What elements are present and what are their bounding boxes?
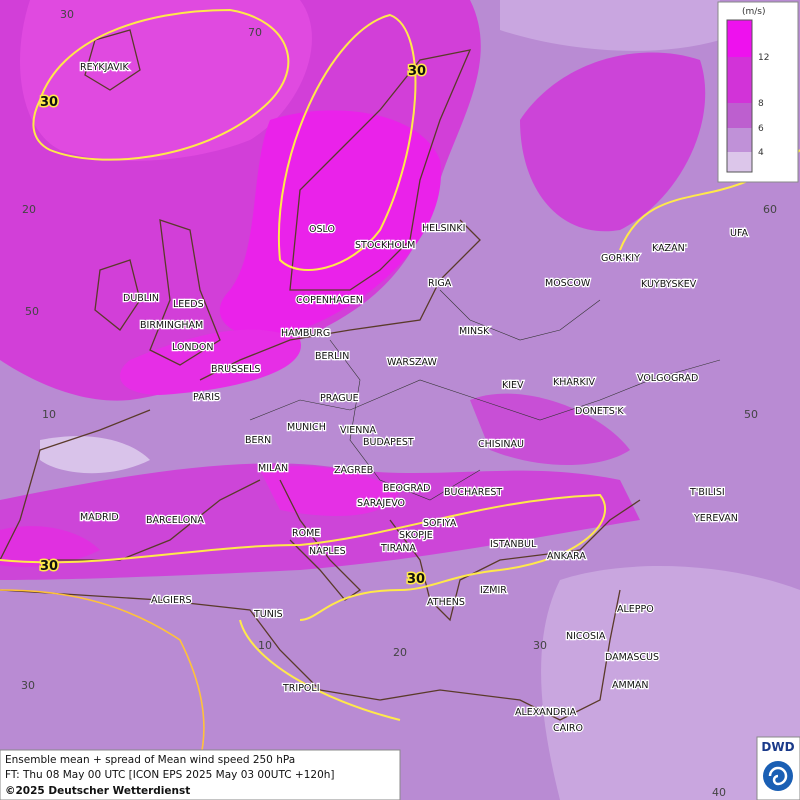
caption-line: FT: Thu 08 May 00 UTC [ICON EPS 2025 May… [5, 769, 335, 781]
city-label: BARCELONA [146, 515, 204, 526]
contour-label: 30 [40, 95, 58, 110]
city-label: BEOGRAD [383, 483, 430, 494]
city-label: UFA [730, 228, 749, 239]
caption: Ensemble mean + spread of Mean wind spee… [0, 749, 401, 800]
city-label: ISTANBUL [490, 539, 537, 550]
city-label: IZMIR [480, 585, 507, 596]
city-label: TIRANA [380, 543, 416, 554]
legend-unit: (m/s) [742, 7, 766, 17]
logo-text: DWD [761, 740, 794, 754]
grid-label: 20 [393, 646, 407, 659]
city-label: MADRID [80, 512, 119, 523]
city-label: WARSZAW [387, 357, 437, 368]
city-label: ALGIERS [151, 595, 192, 606]
caption-box [0, 749, 401, 800]
city-label: BUCHAREST [444, 487, 502, 498]
city-label: MOSCOW [545, 278, 591, 289]
grid-label: 10 [42, 408, 56, 421]
city-label: CHISINAU [478, 439, 524, 450]
grid-label: 50 [25, 305, 39, 318]
city-label: MILAN [258, 463, 288, 474]
city-label: BERN [245, 435, 271, 446]
city-label: VOLGOGRAD [637, 373, 698, 384]
grid-label: 10 [258, 639, 272, 652]
logo: DWD [756, 736, 800, 800]
legend: (m/s) 12 8 6 4 [717, 1, 799, 183]
city-label: PRAGUE [320, 393, 359, 404]
city-label: MINSK [459, 326, 490, 337]
city-label: HELSINKI [422, 223, 465, 234]
caption-line: Ensemble mean + spread of Mean wind spee… [5, 754, 295, 766]
city-label: ROME [292, 528, 320, 539]
city-label: PARIS [193, 392, 220, 403]
city-label: SOFIYA [423, 518, 457, 529]
grid-label: 30 [21, 679, 35, 692]
city-label: GOR'KIY [601, 253, 640, 264]
city-label: DUBLIN [123, 293, 159, 304]
city-label: DONETS'K [575, 406, 624, 417]
grid-label: 50 [744, 408, 758, 421]
grid-label: 40 [712, 786, 726, 799]
city-label: ATHENS [427, 597, 465, 608]
grid-label: 30 [533, 639, 547, 652]
grid-label: 20 [22, 203, 36, 216]
city-label: DAMASCUS [605, 652, 659, 663]
contour-label: 30 [40, 559, 58, 574]
contours-secondary [0, 589, 205, 761]
contour-label: 30 [407, 572, 425, 587]
legend-tick: 4 [758, 148, 764, 158]
contour-label: 30 [408, 64, 426, 79]
legend-tick: 12 [758, 53, 769, 63]
city-label: BUDAPEST [363, 437, 414, 448]
city-label: RIGA [428, 278, 452, 289]
legend-tick: 8 [758, 99, 764, 109]
city-label: COPENHAGEN [296, 295, 363, 306]
city-label: ALEXANDRIA [515, 707, 577, 718]
city-label: STOCKHOLM [355, 240, 415, 251]
city-label: LONDON [172, 342, 213, 353]
grid-label: 60 [763, 203, 777, 216]
city-label: NICOSIA [566, 631, 606, 642]
city-label: BERLIN [315, 351, 349, 362]
city-label: MUNICH [287, 422, 326, 433]
city-label: KUYBYSKEV [641, 279, 697, 290]
city-label: ZAGREB [334, 465, 373, 476]
city-label: HAMBURG [281, 328, 330, 339]
city-label: SKOPJE [399, 530, 433, 541]
city-label: T'BILISI [689, 487, 725, 498]
city-label: NAPLES [309, 546, 346, 557]
city-label: BIRMINGHAM [140, 320, 203, 331]
borders [249, 289, 721, 501]
city-label: ALEPPO [617, 604, 654, 615]
city-label: LEEDS [173, 299, 204, 310]
grid-label: 70 [248, 26, 262, 39]
city-label: YEREVAN [693, 513, 738, 524]
city-label: REYKJAVIK [80, 62, 129, 73]
coastlines [0, 29, 641, 721]
city-label: SARAJEVO [357, 498, 405, 509]
city-label: TUNIS [253, 609, 283, 620]
city-label: VIENNA [340, 425, 377, 436]
city-label: OSLO [309, 224, 335, 235]
city-label: CAIRO [553, 723, 583, 734]
city-label: ANKARA [547, 551, 586, 562]
caption-line: ©2025 Deutscher Wetterdienst [5, 785, 190, 797]
city-label: BRUSSELS [211, 364, 260, 375]
grid-label: 30 [60, 8, 74, 21]
legend-tick: 6 [758, 124, 764, 134]
city-label: KAZAN' [652, 243, 687, 254]
city-label: KIEV [502, 380, 524, 391]
city-label: KHARKIV [553, 377, 596, 388]
city-label: AMMAN [612, 680, 649, 691]
city-label: TRIPOLI [282, 683, 320, 694]
